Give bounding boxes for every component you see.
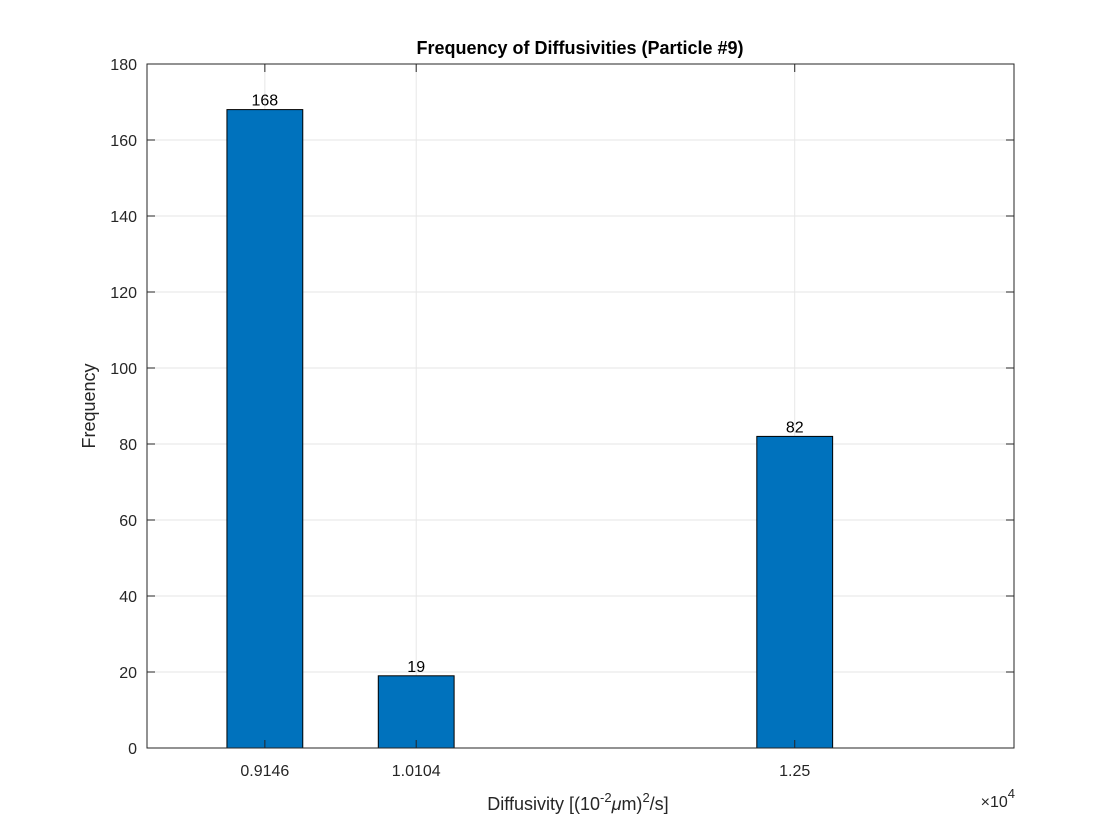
x-axis-label-exp2: 2 — [642, 790, 649, 805]
y-tick-label: 40 — [119, 589, 137, 606]
y-tick-label: 180 — [110, 57, 137, 74]
chart-title: Frequency of Diffusivities (Particle #9) — [416, 38, 743, 58]
y-tick-label: 100 — [110, 361, 137, 378]
bar-value-label: 168 — [252, 93, 279, 110]
x-axis-label-prefix: Diffusivity [(10 — [487, 794, 600, 814]
x-axis-label-mu: μ — [611, 794, 622, 814]
bar — [226, 109, 304, 749]
bar-value-label: 19 — [407, 659, 425, 676]
y-tick-labels: 0 20 40 60 80 100 120 140 160 180 — [110, 57, 137, 758]
axes-box — [146, 63, 1015, 749]
y-tick-label: 140 — [110, 209, 137, 226]
x-tick-label: 0.9146 — [240, 763, 289, 780]
bar — [377, 675, 455, 749]
x-axis-exponent: ×104 — [981, 786, 1015, 811]
data-labels: 168 19 82 — [252, 93, 804, 676]
y-tick-label: 120 — [110, 285, 137, 302]
y-tick-label: 20 — [119, 665, 137, 682]
bars — [226, 109, 834, 749]
x-tick-labels: 0.9146 1.0104 1.25 — [240, 763, 810, 780]
tick-marks — [147, 63, 1014, 749]
y-tick-label: 0 — [128, 741, 137, 758]
x-axis-exponent-base: ×10 — [981, 794, 1008, 811]
x-axis-label-suffix: /s] — [650, 794, 669, 814]
x-axis-label-mid: m) — [621, 794, 642, 814]
x-axis-label-exp1: -2 — [600, 790, 612, 805]
bar — [756, 435, 834, 749]
x-tick-label: 1.0104 — [392, 763, 441, 780]
y-axis-label: Frequency — [79, 363, 99, 448]
y-tick-label: 160 — [110, 133, 137, 150]
bar-value-label: 82 — [786, 419, 804, 436]
x-axis-label: Diffusivity [(10-2μm)2/s] — [487, 790, 668, 814]
y-tick-label: 80 — [119, 437, 137, 454]
x-axis-exponent-power: 4 — [1008, 786, 1015, 801]
x-tick-label: 1.25 — [779, 763, 810, 780]
y-tick-label: 60 — [119, 513, 137, 530]
